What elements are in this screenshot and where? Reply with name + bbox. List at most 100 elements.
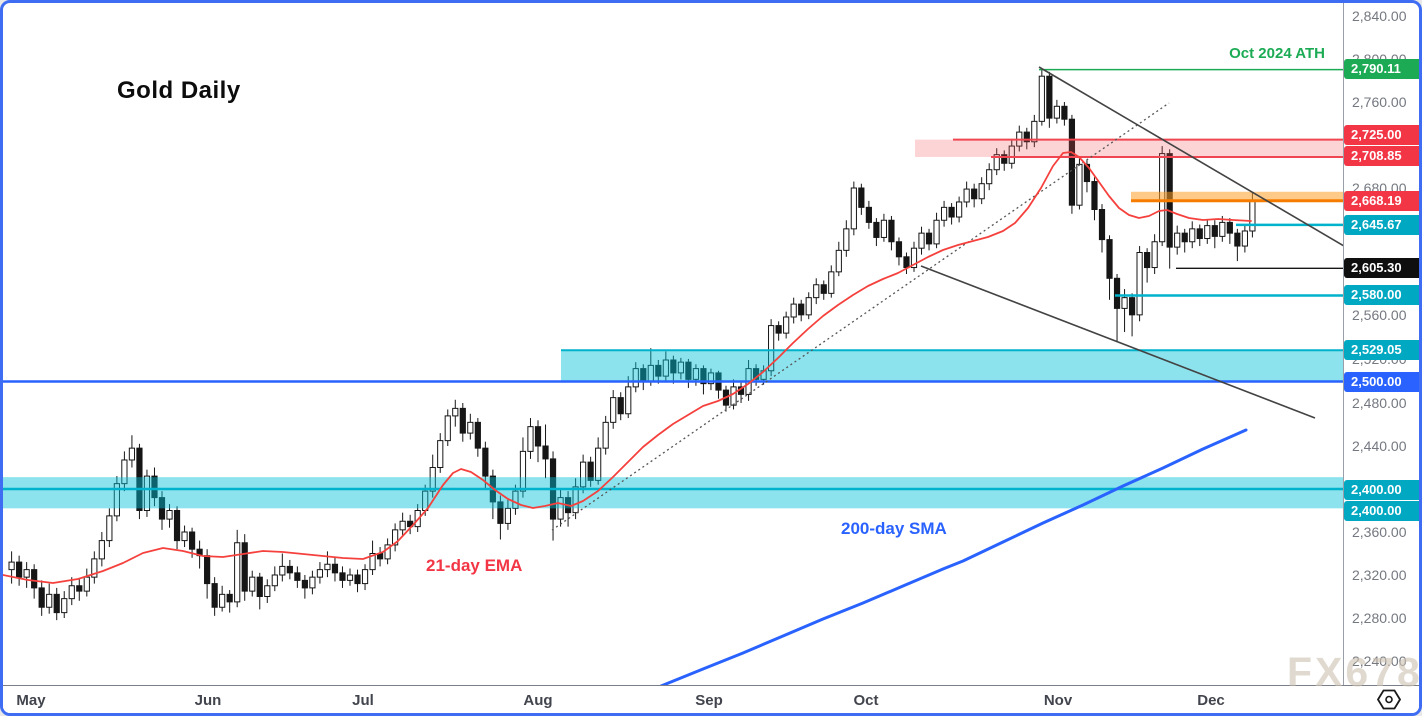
candle-body	[1121, 297, 1128, 309]
candle-body	[828, 271, 835, 294]
candle-body	[925, 232, 933, 245]
candle-body	[610, 397, 617, 423]
candle-body	[1204, 225, 1211, 240]
candle-body	[820, 284, 827, 294]
candle-body	[1106, 239, 1113, 279]
candle-body	[903, 256, 910, 269]
candle-body	[211, 583, 218, 608]
sma-200-line	[659, 428, 1248, 686]
candle-body	[121, 459, 128, 485]
price-level-chip: 2,400.00	[1344, 480, 1419, 500]
candle-body	[1046, 75, 1053, 119]
candle-body	[768, 325, 775, 372]
candle-body	[392, 529, 399, 546]
candle-body	[670, 359, 677, 374]
candle-body	[888, 219, 895, 243]
candle-body	[813, 284, 820, 299]
price-level-chip: 2,529.05	[1344, 340, 1419, 360]
candle-body	[474, 421, 481, 449]
candle-body	[1211, 225, 1218, 237]
candle-body	[956, 201, 963, 218]
month-label: Oct	[853, 692, 879, 709]
candle-body	[986, 169, 993, 185]
candle-body	[843, 228, 850, 251]
ema-annotation: 21-day EMA	[426, 556, 523, 575]
candle-body	[1023, 131, 1030, 143]
candle-body	[655, 364, 662, 377]
price-axis-label: 2,320.00	[1352, 567, 1407, 583]
candle-body	[437, 440, 444, 468]
candle-body	[910, 247, 918, 269]
ath-annotation: Oct 2024 ATH	[1229, 45, 1325, 62]
candle-body	[1113, 277, 1121, 309]
candle-body	[166, 510, 173, 520]
candle-body	[542, 445, 549, 460]
candle-body	[309, 576, 316, 589]
candle-body	[331, 563, 339, 574]
candle-body	[204, 555, 211, 585]
month-label: Aug	[523, 692, 553, 709]
candle-body	[339, 572, 346, 581]
candle-body	[662, 359, 669, 377]
candle-body	[136, 447, 143, 511]
price-axis-label: 2,760.00	[1352, 94, 1407, 110]
candle-body	[858, 187, 865, 208]
descending-trendline-long	[920, 265, 1316, 419]
candle-body	[971, 188, 978, 200]
candle-body	[587, 461, 594, 481]
month-label: May	[16, 692, 46, 709]
candle-body	[1038, 75, 1045, 122]
candle-body	[504, 507, 512, 524]
candle-body	[23, 569, 30, 578]
price-level-chip: 2,790.11	[1344, 59, 1419, 79]
ascending-dotted-trendline	[551, 102, 1170, 531]
candle-body	[557, 497, 564, 520]
candle-body	[790, 303, 797, 318]
candle-body	[128, 447, 136, 461]
candle-body	[602, 421, 609, 449]
candle-body	[1174, 232, 1181, 248]
candle-body	[399, 520, 406, 531]
price-chart-plot-area[interactable]	[3, 3, 1343, 686]
candle-body	[143, 475, 151, 512]
candle-body	[271, 574, 278, 587]
candle-body	[632, 368, 639, 388]
candle-body	[91, 558, 98, 578]
candle-body	[8, 561, 15, 571]
candle-body	[369, 553, 376, 571]
candle-body	[98, 540, 105, 560]
candle-body	[617, 397, 624, 415]
candle-body	[286, 565, 293, 574]
candle-body	[783, 316, 790, 334]
price-axis-label: 2,280.00	[1352, 610, 1407, 626]
candle-body	[429, 467, 436, 492]
candle-body	[226, 593, 233, 603]
price-level-chip: 2,605.30	[1344, 258, 1419, 278]
candle-body	[948, 206, 955, 218]
month-label: Jul	[352, 692, 374, 709]
axis-separator-vertical	[1343, 3, 1344, 713]
month-label: Dec	[1197, 692, 1225, 709]
candle-body	[775, 325, 782, 334]
candle-body	[181, 531, 188, 542]
candle-body	[595, 447, 602, 481]
candle-body	[730, 386, 737, 406]
candle-body	[993, 154, 1000, 171]
candle-body	[279, 565, 286, 576]
month-label: Jun	[194, 692, 222, 709]
candle-body	[324, 563, 331, 571]
candle-body	[482, 447, 489, 477]
candlestick-chart-svg[interactable]	[3, 3, 1343, 686]
axis-separator-horizontal	[3, 685, 1419, 686]
candle-body	[1008, 145, 1015, 164]
candle-body	[76, 585, 83, 592]
candle-body	[53, 593, 60, 614]
price-axis-label: 2,480.00	[1352, 395, 1407, 411]
candle-body	[444, 415, 451, 442]
candle-body	[249, 576, 256, 592]
candle-body	[1136, 252, 1143, 316]
price-axis[interactable]: 2,840.002,800.002,760.002,680.002,560.00…	[1344, 3, 1419, 685]
time-axis[interactable]: May Jun Jul Aug Sep Oct Nov Dec	[3, 686, 1419, 713]
candle-body	[459, 407, 466, 434]
candle-body	[805, 297, 812, 316]
